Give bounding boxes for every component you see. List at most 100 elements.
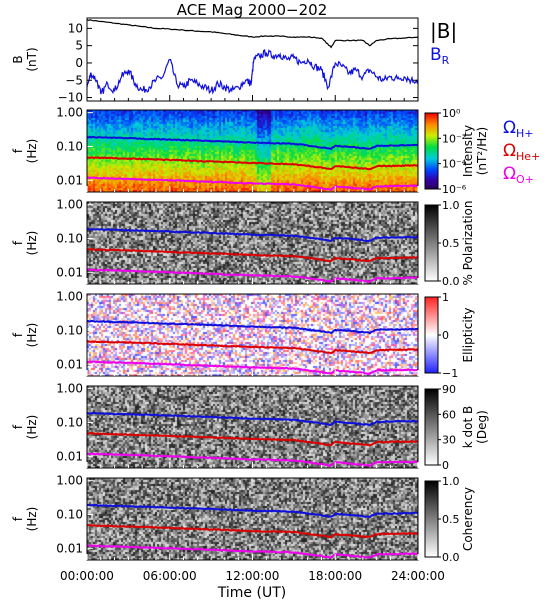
y-axis-unit: (Hz) <box>25 231 39 256</box>
colorbar-tick-label: 0 <box>442 329 449 342</box>
colorbar <box>424 296 439 374</box>
y-tick-label: 0.10 <box>56 139 83 153</box>
colorbar-unit: (Deg) <box>475 410 489 444</box>
y-tick-label: 0.01 <box>56 265 83 279</box>
colorbar-tick-label: 60 <box>442 408 456 421</box>
colorbar-label: k dot B <box>461 406 475 448</box>
colorbar-tick-label: 10⁻² <box>442 132 466 145</box>
gyrofrequency-H-line <box>86 227 419 242</box>
colorbar-tick-label: 0.0 <box>442 551 460 564</box>
gyrofrequency-O-line <box>86 268 419 284</box>
gyrofrequency-He-line <box>86 432 419 447</box>
y-axis-unit: (Hz) <box>25 323 39 348</box>
colorbar <box>424 112 439 190</box>
spectrogram-image <box>87 478 418 560</box>
colorbar-label: % Polarization <box>461 201 475 286</box>
y-tick-label: 0.01 <box>56 449 83 463</box>
y-tick-label: 0.10 <box>56 323 83 337</box>
x-tick-label: 24:00:00 <box>391 569 445 583</box>
y-tick-label: 0.10 <box>56 231 83 245</box>
colorbar-tick-label: 10⁻⁶ <box>442 183 467 196</box>
legend-b-magnitude: |B| <box>430 19 457 43</box>
colorbar-tick-label: 1.0 <box>442 199 460 212</box>
colorbar-tick-label: 0 <box>442 459 449 472</box>
y-tick-label: 5 <box>75 39 83 53</box>
y-axis-label: B <box>11 55 25 63</box>
colorbar-tick-label: 90 <box>442 383 456 396</box>
spectrogram-image <box>87 202 418 284</box>
colorbar-tick-label: 1 <box>442 291 449 304</box>
colorbar-tick-label: 0.5 <box>442 237 460 250</box>
y-tick-label: −5 <box>65 73 83 87</box>
x-tick-label: 00:00:00 <box>60 569 114 583</box>
legend-br: BR <box>430 45 450 67</box>
gyrofrequency-He-line <box>87 156 419 171</box>
y-tick-label: 1.00 <box>56 106 83 120</box>
x-tick-label: 12:00:00 <box>226 569 280 583</box>
y-axis-unit: (Hz) <box>25 415 39 440</box>
colorbar <box>424 480 439 558</box>
y-tick-label: 1.00 <box>56 290 83 304</box>
gyrofrequency-H-line <box>86 135 419 151</box>
x-axis-label: Time (UT) <box>217 585 286 600</box>
chart-title: ACE Mag 2000−202 <box>177 1 328 19</box>
x-axis: 00:00:00 06:00:00 12:00:00 18:00:00 24:00:00 <box>60 569 445 583</box>
y-tick-label: 0 <box>75 56 83 70</box>
gyrofrequency-O-line <box>86 544 419 559</box>
y-tick-label: 10 <box>68 21 83 35</box>
y-tick-label: 0.01 <box>56 173 83 187</box>
y-axis-label: f <box>11 148 25 153</box>
y-tick-label: 0.10 <box>56 415 83 429</box>
colorbar-tick-label: 1.0 <box>442 475 460 488</box>
gyrofrequency-O-line <box>86 452 419 468</box>
y-axis-unit: (Hz) <box>25 139 39 164</box>
series-b-line <box>86 19 419 49</box>
y-tick-label: 1.00 <box>56 198 83 212</box>
y-tick-label: 1.00 <box>56 474 83 488</box>
y-axis-unit: (nT) <box>25 47 39 71</box>
y-tick-label: 0.01 <box>56 357 83 371</box>
y-axis-unit: (Hz) <box>25 507 39 532</box>
colorbar-label: Coherency <box>461 487 475 551</box>
panel-1: 10 5 0 −5 −10 |B|BR B (nT) <box>11 17 457 105</box>
y-axis-label: f <box>11 424 25 429</box>
y-tick-label: 0.01 <box>56 541 83 555</box>
gyrofrequency-H-line <box>86 503 419 519</box>
gyrofrequency-H-line <box>86 411 419 427</box>
colorbar-tick-label: 10⁻⁴ <box>442 158 467 171</box>
gyrofrequency-He-line <box>86 248 419 263</box>
y-tick-label: 1.00 <box>56 382 83 396</box>
panel-frame <box>86 17 419 102</box>
y-tick-label: −10 <box>58 91 83 105</box>
series-br-line <box>86 49 419 95</box>
x-tick-label: 06:00:00 <box>143 569 197 583</box>
colorbar-tick-label: 0.0 <box>442 275 460 288</box>
cyclotron-label-o: ΩO+ <box>503 164 534 186</box>
colorbar <box>424 204 439 282</box>
colorbar-unit: (nT²/Hz) <box>475 127 489 175</box>
y-axis-label: f <box>11 332 25 337</box>
gyrofrequency-He-line <box>86 340 419 355</box>
gyrofrequency-He-line <box>86 523 419 539</box>
cyclotron-label-h: ΩH+ <box>503 118 534 140</box>
colorbar-label: Intensity <box>461 125 475 177</box>
panel-3: 1.00 0.10 0.01 1.0 0.5 0.0% Polarization f (Hz) <box>11 198 475 288</box>
colorbar-tick-label: 0.5 <box>442 513 460 526</box>
colorbar-tick-label: −1 <box>442 367 458 380</box>
y-axis-label: f <box>11 240 25 245</box>
colorbar <box>424 388 439 466</box>
panel-5: 1.00 0.10 0.01 90 60 30 0 k dot B (Deg) f (Hz) <box>11 382 489 472</box>
panel-2: 1.00 0.10 0.01 10⁰ 10⁻² 10⁻⁴ 10⁻⁶ Intensity (nT²… <box>11 106 540 196</box>
spectrogram-image <box>87 110 418 192</box>
cyclotron-label-he: ΩHe+ <box>503 141 540 163</box>
colorbar-label: Ellipticity <box>461 308 475 363</box>
y-axis-label: f <box>11 516 25 521</box>
colorbar-tick-label: 30 <box>442 434 456 447</box>
y-tick-label: 0.10 <box>56 507 83 521</box>
gyrofrequency-H-line <box>86 319 419 335</box>
x-tick-label: 18:00:00 <box>308 569 362 583</box>
